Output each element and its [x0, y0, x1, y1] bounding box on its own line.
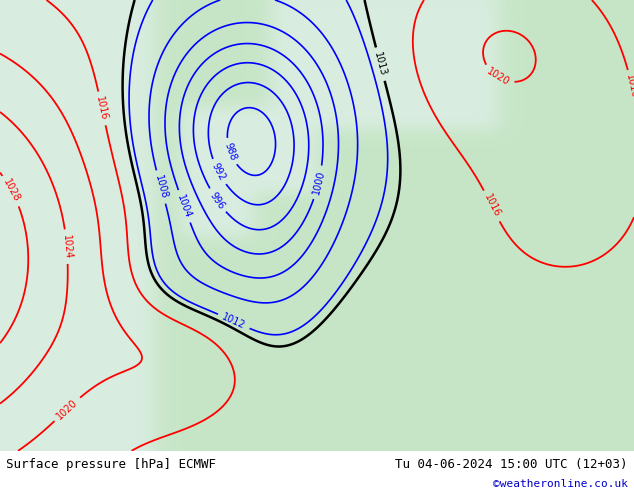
Text: 992: 992 — [210, 162, 227, 183]
Text: 1004: 1004 — [176, 193, 193, 220]
Text: 988: 988 — [223, 142, 238, 162]
Text: 996: 996 — [208, 190, 226, 211]
Text: 1020: 1020 — [485, 67, 511, 88]
Text: Surface pressure [hPa] ECMWF: Surface pressure [hPa] ECMWF — [6, 458, 216, 471]
Text: 1008: 1008 — [153, 174, 169, 200]
Text: 1016: 1016 — [482, 193, 501, 219]
Text: 1020: 1020 — [55, 397, 80, 421]
Text: 1016: 1016 — [624, 74, 634, 100]
Text: 1012: 1012 — [221, 312, 247, 331]
Text: 1028: 1028 — [1, 177, 22, 204]
Text: 1024: 1024 — [61, 234, 73, 259]
Text: 1016: 1016 — [94, 96, 110, 122]
Text: ©weatheronline.co.uk: ©weatheronline.co.uk — [493, 479, 628, 489]
Text: 1000: 1000 — [311, 170, 326, 196]
Text: 1013: 1013 — [372, 51, 388, 77]
Text: Tu 04-06-2024 15:00 UTC (12+03): Tu 04-06-2024 15:00 UTC (12+03) — [395, 458, 628, 471]
